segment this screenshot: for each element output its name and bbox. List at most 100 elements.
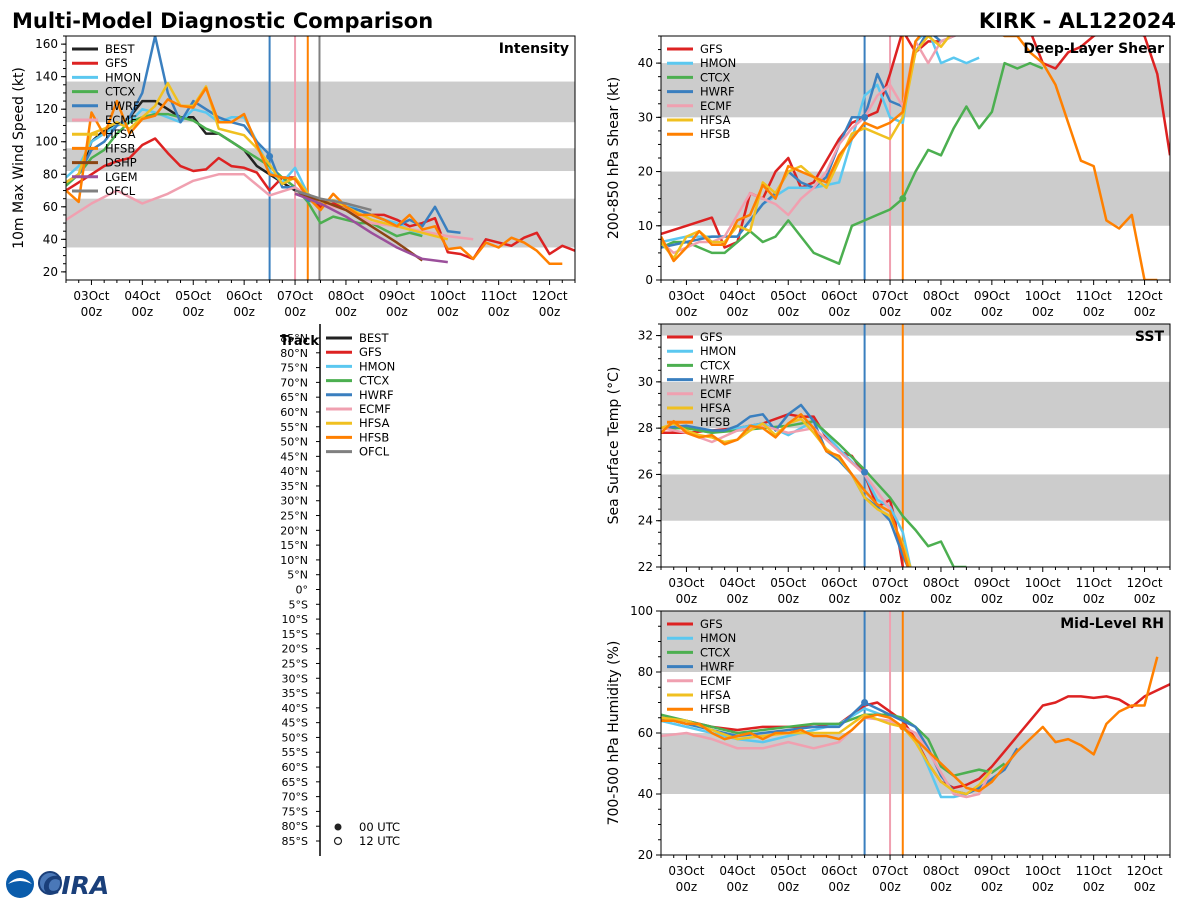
x-tick-label-day: 05Oct xyxy=(175,289,211,303)
legend-label-gfs: GFS xyxy=(700,42,723,56)
x-tick-label-hour: 00z xyxy=(284,305,306,319)
x-tick-label-day: 10Oct xyxy=(1025,864,1061,878)
rh-panel: 20 40 60 80 100 03Oct 00z 04Oct 00z 05Oct 00z 06Oct… xyxy=(606,604,1171,894)
legend-label-ctcx: CTCX xyxy=(105,85,135,99)
x-tick-label-hour: 00z xyxy=(1032,592,1054,606)
legend-label-best: BEST xyxy=(105,42,135,56)
marker-12utc-icon xyxy=(333,836,343,846)
lat-label: 35°N xyxy=(280,480,308,493)
lat-label: 60°N xyxy=(280,406,308,419)
x-tick-label-hour: 00z xyxy=(488,305,510,319)
lat-label: 25°S xyxy=(282,657,308,670)
y-axis-label: 700-500 hPa Humidity (%) xyxy=(606,641,622,826)
marker-00utc-icon xyxy=(334,823,342,831)
y-tick-label: 40 xyxy=(638,787,653,801)
x-tick-label-day: 10Oct xyxy=(1025,576,1061,590)
track-legend-label-gfs: GFS xyxy=(359,345,382,359)
panel-title: Deep-Layer Shear xyxy=(1023,41,1164,57)
track-panel: 85°N 80°N 75°N70°N 65°N 60°N 55°N 50°N45°N 40°N… xyxy=(280,324,400,856)
y-tick-label: 22 xyxy=(638,560,653,574)
x-tick-label-day: 10Oct xyxy=(1025,289,1061,303)
lat-label: 40°N xyxy=(280,465,308,478)
x-tick-label-hour: 00z xyxy=(1083,305,1105,319)
y-tick-label: 28 xyxy=(638,421,653,435)
x-tick-label-day: 06Oct xyxy=(226,289,262,303)
x-tick-label-day: 05Oct xyxy=(770,576,806,590)
x-tick-label-hour: 00z xyxy=(386,305,408,319)
x-tick-label-day: 11Oct xyxy=(1076,576,1112,590)
shaded-band xyxy=(661,63,1170,118)
marker-hfsb xyxy=(899,723,907,731)
y-tick-label: 140 xyxy=(35,70,58,84)
x-tick-label-day: 04Oct xyxy=(719,576,755,590)
lat-label: 65°S xyxy=(282,776,308,789)
sst-panel: 22 24 26 28 30 32 03Oct 00z 04Oct 00z 05Oct 00z 06Oc… xyxy=(606,323,1171,606)
x-tick-label-hour: 00z xyxy=(981,880,1003,894)
x-tick-label-day: 12Oct xyxy=(1127,864,1163,878)
x-tick-label-day: 07Oct xyxy=(872,576,908,590)
lat-label: 40°S xyxy=(282,702,308,715)
legend-label-ofcl: OFCL xyxy=(105,184,136,198)
track-legend-label-ecmf: ECMF xyxy=(359,402,391,416)
series-line-lgem xyxy=(294,192,448,264)
shaded-band xyxy=(661,474,1170,521)
legend-label-hfsb: HFSB xyxy=(700,127,730,141)
marker-hwrf xyxy=(861,113,869,121)
x-tick-label-hour: 00z xyxy=(879,305,901,319)
marker-12utc-label: 12 UTC xyxy=(359,834,400,848)
legend-label-ecmf: ECMF xyxy=(700,674,732,688)
x-tick-label-day: 09Oct xyxy=(974,576,1010,590)
y-tick-label: 120 xyxy=(35,102,58,116)
y-axis-label: 200-850 hPa Shear (kt) xyxy=(606,77,622,239)
series-line-hfsa xyxy=(66,81,449,241)
plot-area xyxy=(661,324,1170,567)
intensity-panel: 20 40 60 80 100 120 140 160 03Oct 00z 04Oct 00z 05Oc… xyxy=(11,35,576,319)
x-tick-label-hour: 00z xyxy=(676,880,698,894)
y-tick-label: 40 xyxy=(638,56,653,70)
track-title: Track xyxy=(280,334,319,349)
y-tick-label: 32 xyxy=(638,329,653,343)
y-tick-label: 24 xyxy=(638,514,653,528)
lat-label: 15°S xyxy=(282,628,308,641)
y-axis-label: Sea Surface Temp (°C) xyxy=(606,367,622,525)
logo-text: CIRA xyxy=(43,871,109,900)
lat-label: 75°N xyxy=(280,362,308,375)
legend-label-hmon: HMON xyxy=(700,631,736,645)
marker-hwrf xyxy=(266,152,274,160)
series-line-hwrf xyxy=(661,403,910,567)
legend-label-hmon: HMON xyxy=(700,56,736,70)
x-tick-label-hour: 00z xyxy=(930,305,952,319)
x-tick-label-day: 04Oct xyxy=(719,289,755,303)
x-tick-label-hour: 00z xyxy=(727,592,749,606)
shaded-band xyxy=(661,324,1170,336)
legend-label-hfsb: HFSB xyxy=(700,702,730,716)
x-tick-label-day: 11Oct xyxy=(1076,289,1112,303)
x-tick-label-hour: 00z xyxy=(777,880,799,894)
y-tick-label: 60 xyxy=(638,726,653,740)
y-tick-label: 20 xyxy=(638,165,653,179)
x-tick-label-day: 08Oct xyxy=(923,289,959,303)
lat-label: 80°N xyxy=(280,347,308,360)
y-tick-label: 30 xyxy=(638,110,653,124)
legend-label-hfsa: HFSA xyxy=(700,113,731,127)
x-tick-label-day: 05Oct xyxy=(770,289,806,303)
x-tick-label-hour: 00z xyxy=(1134,592,1156,606)
x-tick-label-hour: 00z xyxy=(676,305,698,319)
x-tick-label-day: 03Oct xyxy=(668,289,704,303)
lat-label: 50°S xyxy=(282,731,308,744)
x-tick-label-day: 05Oct xyxy=(770,864,806,878)
x-tick-label-hour: 00z xyxy=(335,305,357,319)
marker-hwrf xyxy=(861,699,869,706)
y-tick-label: 80 xyxy=(638,665,653,679)
lat-label: 10°S xyxy=(282,613,308,626)
y-tick-label: 40 xyxy=(43,232,58,246)
lat-label: 5°N xyxy=(287,569,308,582)
lat-label: 35°S xyxy=(282,687,308,700)
x-tick-label-day: 11Oct xyxy=(1076,864,1112,878)
legend-label-hfsa: HFSA xyxy=(700,688,731,702)
x-tick-label-day: 08Oct xyxy=(923,576,959,590)
x-tick-label-hour: 00z xyxy=(879,880,901,894)
series-line-hfsb xyxy=(661,656,1159,793)
